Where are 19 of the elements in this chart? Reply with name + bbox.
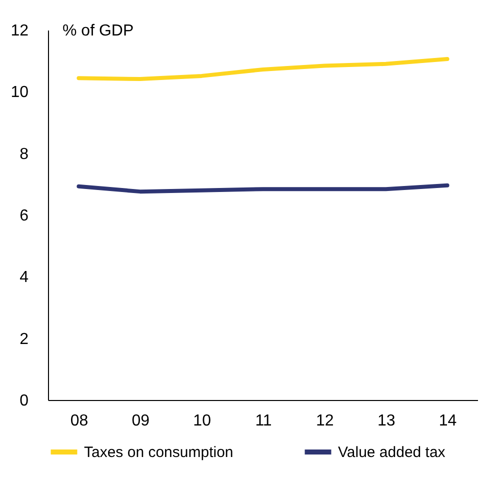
legend-label: Taxes on consumption	[84, 444, 234, 461]
y-tick-label: 12	[10, 22, 29, 40]
line-series	[76, 183, 450, 194]
x-tick-label: 14	[438, 412, 457, 430]
y-tick-label: 4	[20, 269, 29, 286]
x-tick-label: 11	[255, 412, 272, 430]
y-tick-label: 8	[20, 146, 29, 163]
line-series	[76, 56, 450, 82]
x-tick-label: 13	[377, 412, 396, 430]
x-tick-label: 09	[132, 412, 150, 430]
y-tick-label: 0	[20, 392, 29, 410]
x-tick-label: 10	[193, 412, 212, 430]
y-axis-title: % of GDP	[62, 22, 134, 40]
x-tick-label: 12	[316, 412, 334, 430]
y-tick-label: 2	[20, 330, 29, 348]
x-tick-label: 08	[70, 412, 88, 430]
legend-label: Value added tax	[338, 444, 446, 461]
y-tick-label: 10	[10, 84, 29, 102]
y-tick-label: 6	[20, 208, 29, 224]
